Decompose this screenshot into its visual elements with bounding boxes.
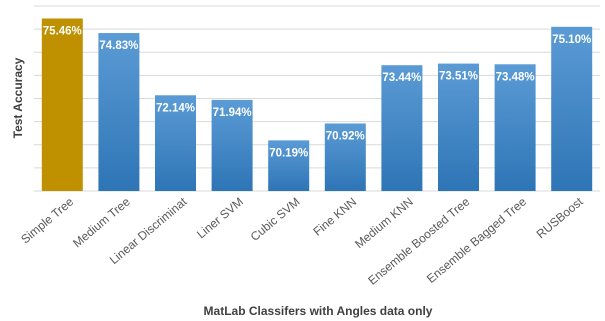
- data-label: 75.46%: [43, 25, 82, 37]
- x-tick-label: Ensemble Bagged Tree: [424, 194, 529, 286]
- data-label: 73.48%: [496, 71, 535, 83]
- bar-liner-svm: [211, 99, 253, 191]
- bar-rusboost: [551, 26, 593, 191]
- data-label: 73.51%: [439, 71, 478, 83]
- data-label: 72.14%: [156, 102, 195, 114]
- x-tick-label: Ensemble Boosted Tree: [365, 194, 472, 287]
- data-label: 70.19%: [269, 147, 308, 159]
- data-label: 74.83%: [99, 40, 138, 52]
- y-axis-title: Test Accuracy: [11, 57, 25, 138]
- bar-fine-knn: [324, 123, 366, 191]
- x-tick-label: Fine KNN: [310, 195, 359, 239]
- data-label: 71.94%: [213, 107, 252, 119]
- bar-cubic-svm: [268, 140, 310, 191]
- data-label: 75.10%: [552, 34, 591, 46]
- x-tick-label: Simple Tree: [18, 194, 76, 246]
- data-label: 73.44%: [382, 72, 421, 84]
- data-label: 70.92%: [326, 130, 365, 142]
- bar-simple-tree: [41, 18, 83, 191]
- x-tick-label: Liner SVM: [194, 195, 246, 242]
- bar-medium-tree: [98, 33, 140, 192]
- x-tick-label: RUSBoost: [534, 194, 586, 241]
- bar-ensemble-bagged-tree: [494, 64, 536, 191]
- x-tick-label: Cubic SVM: [248, 195, 303, 244]
- bar-medium-knn: [381, 65, 423, 191]
- bar-ensemble-boosted-tree: [438, 63, 479, 191]
- bars: [41, 18, 593, 192]
- x-axis-title: MatLab Classifers with Angles data only: [204, 304, 433, 318]
- bar-linear-discriminat: [155, 95, 196, 191]
- data-labels: 75.46% 74.83% 72.14% 71.94% 70.19% 70.92% 73.4…: [43, 25, 591, 159]
